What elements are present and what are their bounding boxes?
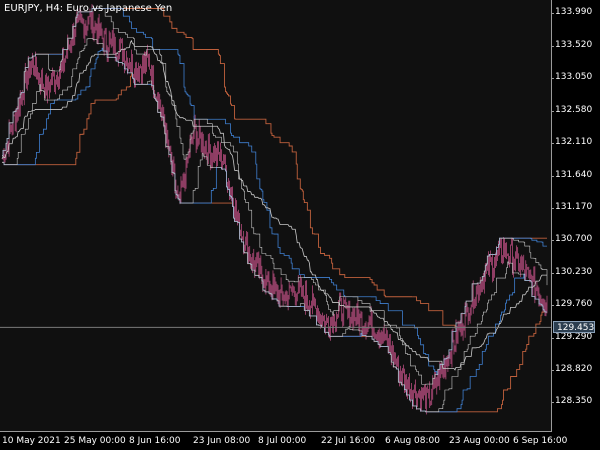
price-tick-label: 131.170 <box>550 201 593 212</box>
time-tick-label: 6 Sep 16:00 <box>513 436 568 446</box>
time-tick-label: 8 Jul 00:00 <box>258 436 307 446</box>
price-tick-label: 128.820 <box>550 364 593 374</box>
time-tick-label: 25 May 00:00 <box>64 436 126 446</box>
outer-channel-upper <box>2 8 547 329</box>
price-tick-label: 133.990 <box>550 7 593 18</box>
price-tick-label: 129.760 <box>550 299 593 310</box>
price-tick-label: 132.580 <box>550 104 593 115</box>
time-tick-label: 10 May 2021 <box>2 436 61 446</box>
price-tick-label: 129.290 <box>550 331 593 342</box>
time-tick-label: 23 Aug 00:00 <box>449 436 510 446</box>
price-tick-label: 133.050 <box>550 72 593 83</box>
short-channel-upper <box>2 8 548 385</box>
channel-midline <box>1 39 547 371</box>
chart-svg <box>0 4 551 415</box>
chart-title: EURJPY, H4: Euro vs Japanese Yen <box>4 3 173 14</box>
price-chart-plot[interactable]: EURJPY, H4: Euro vs Japanese Yen <box>0 0 552 432</box>
time-tick-label: 8 Jun 16:00 <box>129 436 181 446</box>
price-tick-label: 128.350 <box>550 396 593 407</box>
price-tick-label: 131.640 <box>550 169 593 180</box>
price-tick-label: 130.700 <box>550 234 593 245</box>
time-tick-label: 22 Jul 16:00 <box>321 436 375 446</box>
inner-channel-lower <box>2 47 547 413</box>
candlesticks <box>2 4 548 415</box>
time-tick-label: 23 Jun 08:00 <box>193 436 251 446</box>
time-tick-label: 6 Aug 08:00 <box>385 436 440 446</box>
time-axis[interactable]: 10 May 2021 25 May 00:00 8 Jun 16:00 23 Jun… <box>0 432 567 450</box>
price-axis[interactable]: 133.990 133.520 133.050 132.580 132.110 131.6… <box>550 0 600 432</box>
current-price-tag: 129.453 <box>553 321 595 334</box>
price-tick-label: 132.110 <box>550 137 593 148</box>
price-tick-label: 130.230 <box>550 266 593 277</box>
price-tick-label: 133.520 <box>550 39 593 50</box>
short-channel-lower <box>2 38 547 413</box>
outer-channel-lower <box>2 72 547 413</box>
